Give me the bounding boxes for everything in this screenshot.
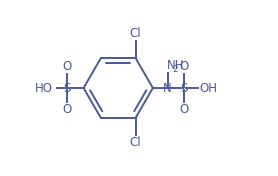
Text: Cl: Cl: [130, 136, 141, 149]
Text: O: O: [179, 103, 189, 116]
Text: Cl: Cl: [130, 27, 141, 40]
Text: NH: NH: [167, 59, 185, 72]
Text: S: S: [180, 81, 188, 95]
Text: S: S: [63, 81, 71, 95]
Text: OH: OH: [199, 81, 217, 95]
Text: 2: 2: [172, 65, 178, 74]
Text: O: O: [179, 60, 189, 73]
Text: N: N: [163, 81, 172, 95]
Text: O: O: [63, 60, 72, 73]
Text: HO: HO: [34, 81, 53, 95]
Text: O: O: [63, 103, 72, 116]
